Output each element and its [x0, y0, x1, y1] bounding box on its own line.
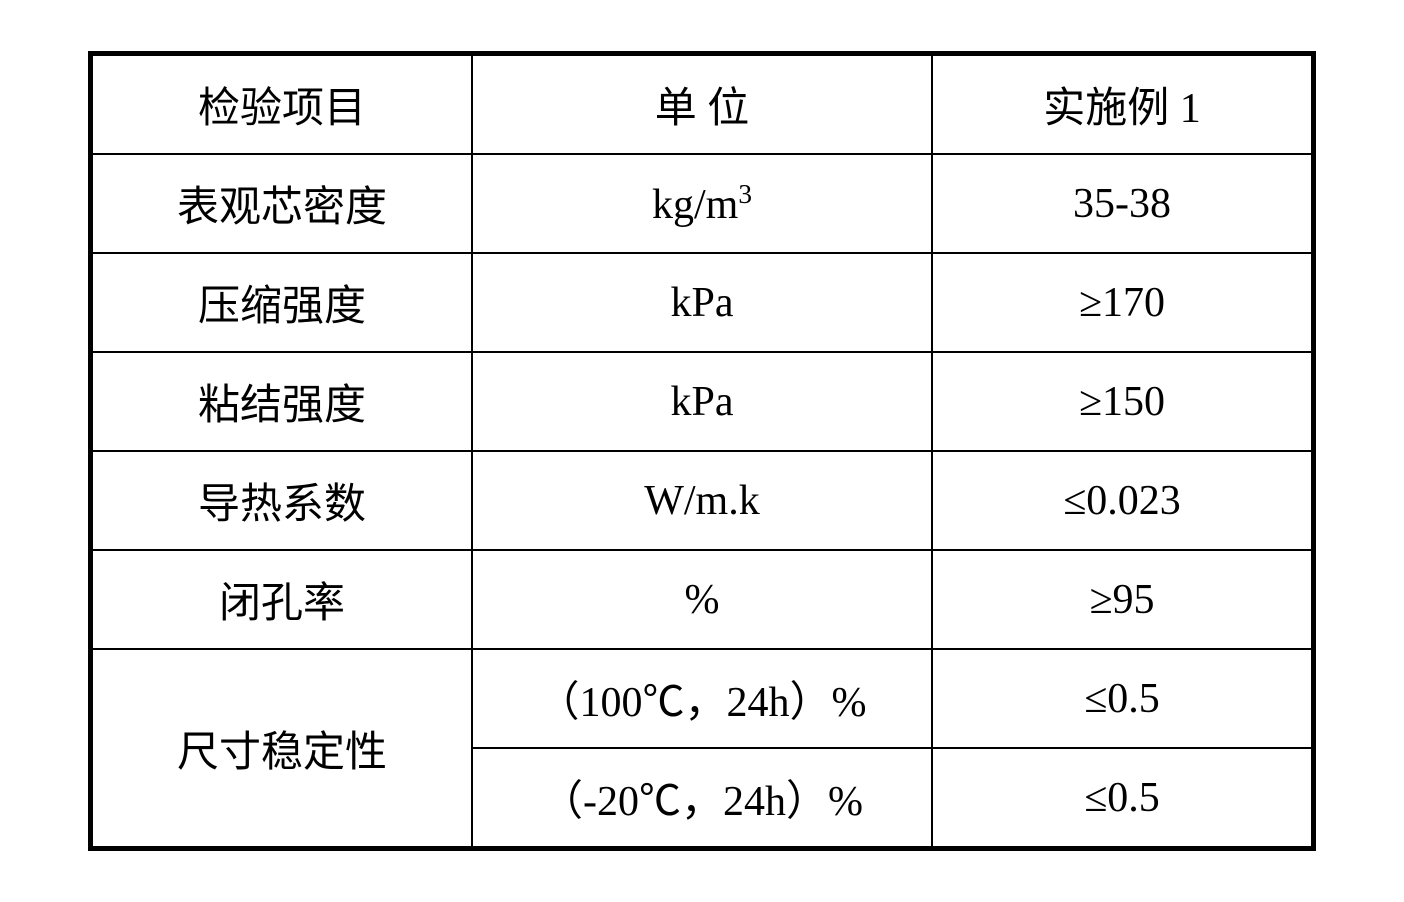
- header-unit: 单 位: [472, 55, 932, 154]
- row-unit: %: [472, 550, 932, 649]
- table-row: 尺寸稳定性 （100℃，24h）% ≤0.5: [92, 649, 1312, 748]
- table-row: 压缩强度 kPa ≥170: [92, 253, 1312, 352]
- header-value: 实施例 1: [932, 55, 1312, 154]
- row-item: 压缩强度: [92, 253, 472, 352]
- row-unit: kPa: [472, 253, 932, 352]
- header-item: 检验项目: [92, 55, 472, 154]
- table-row: 闭孔率 % ≥95: [92, 550, 1312, 649]
- row-value: ≥150: [932, 352, 1312, 451]
- row-unit: kPa: [472, 352, 932, 451]
- row-unit: W/m.k: [472, 451, 932, 550]
- specification-table: 检验项目 单 位 实施例 1 表观芯密度 kg/m3 35-38 压缩强度 kP…: [91, 54, 1313, 848]
- row-value: ≤0.023: [932, 451, 1312, 550]
- row-unit: kg/m3: [472, 154, 932, 253]
- row-item: 闭孔率: [92, 550, 472, 649]
- row-unit: （-20℃，24h）%: [472, 748, 932, 847]
- table-row: 粘结强度 kPa ≥150: [92, 352, 1312, 451]
- table-row: 表观芯密度 kg/m3 35-38: [92, 154, 1312, 253]
- row-value: ≥95: [932, 550, 1312, 649]
- row-value: ≤0.5: [932, 748, 1312, 847]
- row-item: 表观芯密度: [92, 154, 472, 253]
- table-row: 导热系数 W/m.k ≤0.023: [92, 451, 1312, 550]
- row-value: ≤0.5: [932, 649, 1312, 748]
- table-header-row: 检验项目 单 位 实施例 1: [92, 55, 1312, 154]
- row-item: 导热系数: [92, 451, 472, 550]
- row-value: ≥170: [932, 253, 1312, 352]
- row-item: 粘结强度: [92, 352, 472, 451]
- row-item: 尺寸稳定性: [92, 649, 472, 847]
- data-table-container: 检验项目 单 位 实施例 1 表观芯密度 kg/m3 35-38 压缩强度 kP…: [88, 51, 1316, 851]
- row-value: 35-38: [932, 154, 1312, 253]
- row-unit: （100℃，24h）%: [472, 649, 932, 748]
